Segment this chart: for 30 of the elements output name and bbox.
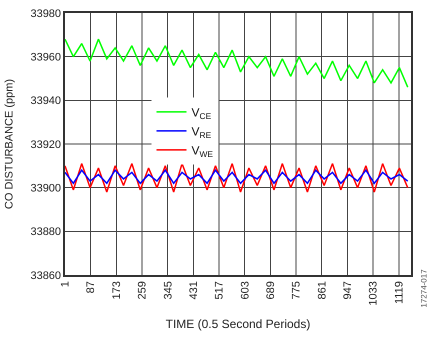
legend-label: V$_{CE}$ — [192, 106, 212, 122]
y-tick-label: 33940 — [30, 95, 62, 108]
legend-label: V$_{RE}$ — [192, 124, 212, 140]
x-tick-label: 259 — [136, 281, 149, 300]
x-tick-label: 87 — [85, 281, 98, 294]
y-tick-label: 33960 — [30, 52, 62, 64]
y-tick-label: 33900 — [30, 182, 62, 195]
line-series — [65, 38, 408, 88]
text: 17274-017 — [419, 268, 428, 308]
y-tick-label: 33980 — [30, 8, 62, 20]
y-axis-title: CO DISTURBANCE (ppm) — [4, 78, 16, 210]
x-tick-label: 431 — [188, 281, 200, 300]
x-tick-label: 345 — [162, 281, 174, 300]
x-tick-label: 173 — [110, 281, 123, 300]
x-tick-label: 689 — [264, 281, 277, 300]
x-tick-label: 603 — [239, 281, 252, 300]
x-axis-title: TIME (0.5 Second Periods) — [166, 317, 310, 332]
legend-label: V$_{WE}$ — [192, 144, 214, 160]
line-series — [65, 162, 408, 193]
x-tick-label: 861 — [316, 281, 328, 300]
x-tick-label: 1 — [60, 281, 72, 288]
line-series — [65, 169, 408, 184]
y-tick-label: 33880 — [30, 226, 62, 238]
x-tick-label: 1119 — [393, 281, 406, 304]
y-tick-label: 33860 — [30, 270, 62, 282]
x-tick-label: 517 — [214, 281, 226, 300]
x-tick-label: 1033 — [368, 281, 380, 306]
x-tick-label: 775 — [290, 281, 303, 300]
x-tick-label: 947 — [342, 281, 354, 300]
y-tick-label: 33920 — [30, 138, 62, 151]
